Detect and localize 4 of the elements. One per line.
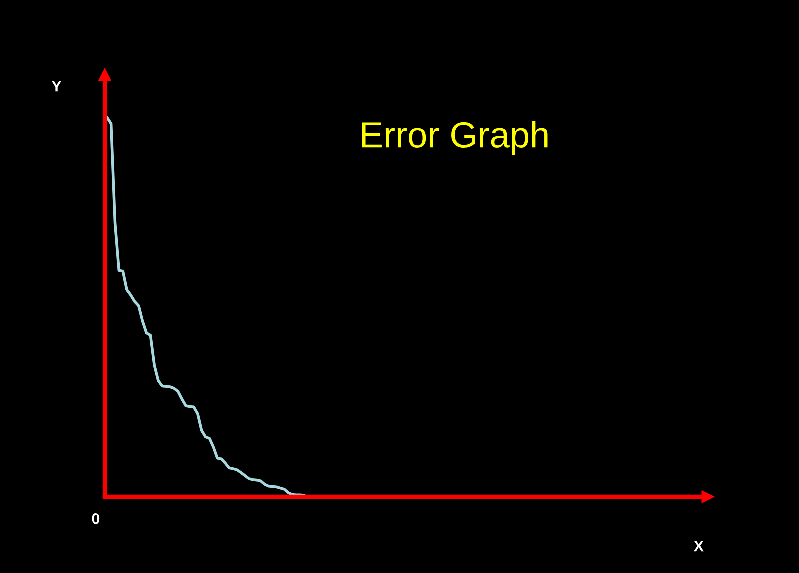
y-axis-title: Y [52,81,62,92]
text: X [694,541,704,552]
text: 0 [92,513,100,524]
text: Error Graph [362,121,548,156]
